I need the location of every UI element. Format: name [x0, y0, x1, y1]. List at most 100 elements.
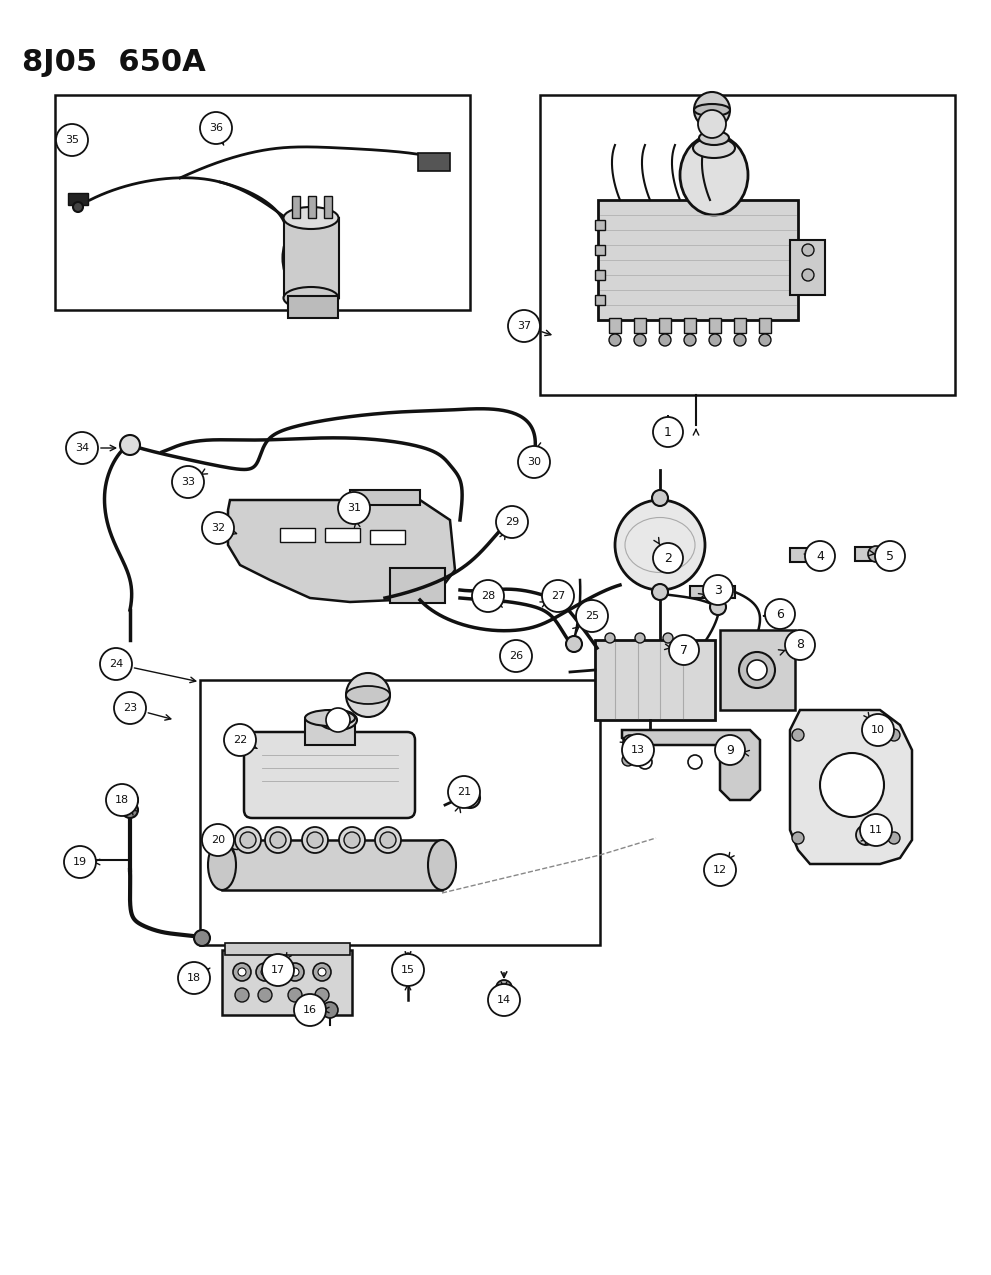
Circle shape	[200, 112, 232, 144]
Circle shape	[739, 652, 775, 688]
Circle shape	[235, 988, 249, 1002]
Circle shape	[860, 813, 892, 847]
Circle shape	[496, 506, 528, 538]
Circle shape	[747, 660, 767, 680]
Circle shape	[518, 446, 550, 478]
Bar	[598, 200, 798, 320]
Text: 25: 25	[585, 611, 600, 621]
Text: 11: 11	[869, 825, 883, 835]
Bar	[709, 317, 721, 333]
Bar	[324, 196, 332, 218]
Bar	[759, 317, 771, 333]
Circle shape	[652, 490, 668, 506]
Circle shape	[765, 599, 795, 629]
Text: 7: 7	[680, 644, 688, 657]
Bar	[55, 96, 470, 310]
Bar	[292, 196, 300, 218]
Polygon shape	[790, 710, 912, 864]
Circle shape	[710, 599, 726, 615]
Polygon shape	[622, 731, 760, 799]
Bar	[634, 317, 646, 333]
Text: 30: 30	[527, 456, 541, 467]
Text: 31: 31	[347, 504, 361, 513]
Circle shape	[235, 827, 261, 853]
Circle shape	[615, 500, 705, 590]
Text: 18: 18	[115, 796, 129, 805]
Ellipse shape	[208, 840, 236, 890]
Bar	[595, 221, 605, 230]
Circle shape	[868, 546, 884, 562]
Ellipse shape	[283, 287, 339, 309]
Text: 13: 13	[631, 745, 645, 755]
Text: 14: 14	[496, 994, 511, 1005]
Bar	[595, 295, 605, 305]
Circle shape	[315, 988, 329, 1002]
Circle shape	[398, 958, 418, 978]
Circle shape	[258, 988, 272, 1002]
Circle shape	[460, 788, 480, 808]
Circle shape	[294, 994, 326, 1026]
Circle shape	[759, 334, 771, 346]
Text: 4: 4	[816, 550, 824, 562]
Text: 8J05  650A: 8J05 650A	[22, 48, 206, 76]
Circle shape	[703, 575, 733, 606]
Circle shape	[709, 334, 721, 346]
Text: 26: 26	[509, 652, 523, 660]
Bar	[68, 193, 88, 205]
Bar	[370, 530, 405, 544]
Circle shape	[566, 636, 582, 652]
Circle shape	[622, 754, 634, 766]
Bar	[540, 96, 955, 395]
Circle shape	[734, 334, 746, 346]
Circle shape	[339, 827, 365, 853]
Circle shape	[715, 734, 745, 765]
Bar	[222, 840, 442, 890]
Circle shape	[499, 516, 513, 530]
Circle shape	[100, 648, 132, 680]
Circle shape	[318, 968, 326, 975]
Bar	[595, 640, 715, 720]
Ellipse shape	[699, 131, 729, 145]
Bar	[280, 528, 315, 542]
Circle shape	[261, 968, 269, 975]
Circle shape	[302, 827, 328, 853]
Ellipse shape	[305, 710, 355, 725]
Circle shape	[805, 541, 835, 571]
Text: 16: 16	[303, 1005, 317, 1015]
Circle shape	[888, 729, 900, 741]
Text: 2: 2	[664, 552, 672, 565]
Circle shape	[202, 513, 234, 544]
Circle shape	[652, 584, 668, 601]
Bar	[855, 547, 883, 561]
Text: 8: 8	[796, 639, 804, 652]
Circle shape	[286, 963, 304, 980]
Circle shape	[792, 729, 804, 741]
Text: 15: 15	[401, 965, 415, 975]
Bar	[288, 296, 338, 317]
Circle shape	[698, 110, 726, 138]
Text: 33: 33	[181, 477, 195, 487]
Circle shape	[704, 854, 736, 886]
Bar	[308, 196, 316, 218]
Text: 10: 10	[871, 725, 885, 734]
Ellipse shape	[693, 138, 735, 158]
Circle shape	[694, 92, 730, 128]
Circle shape	[862, 714, 894, 746]
Text: 18: 18	[187, 973, 201, 983]
Circle shape	[500, 640, 532, 672]
Circle shape	[496, 980, 512, 996]
Circle shape	[194, 929, 210, 946]
Circle shape	[605, 632, 615, 643]
Text: 32: 32	[211, 523, 225, 533]
Circle shape	[684, 334, 696, 346]
Circle shape	[120, 435, 140, 455]
Circle shape	[856, 825, 876, 845]
Circle shape	[178, 963, 210, 994]
Circle shape	[326, 708, 350, 732]
Bar	[284, 218, 339, 298]
Circle shape	[609, 334, 621, 346]
Circle shape	[866, 718, 886, 738]
Text: 5: 5	[886, 550, 894, 562]
Bar	[225, 944, 350, 955]
Text: 28: 28	[481, 592, 496, 601]
